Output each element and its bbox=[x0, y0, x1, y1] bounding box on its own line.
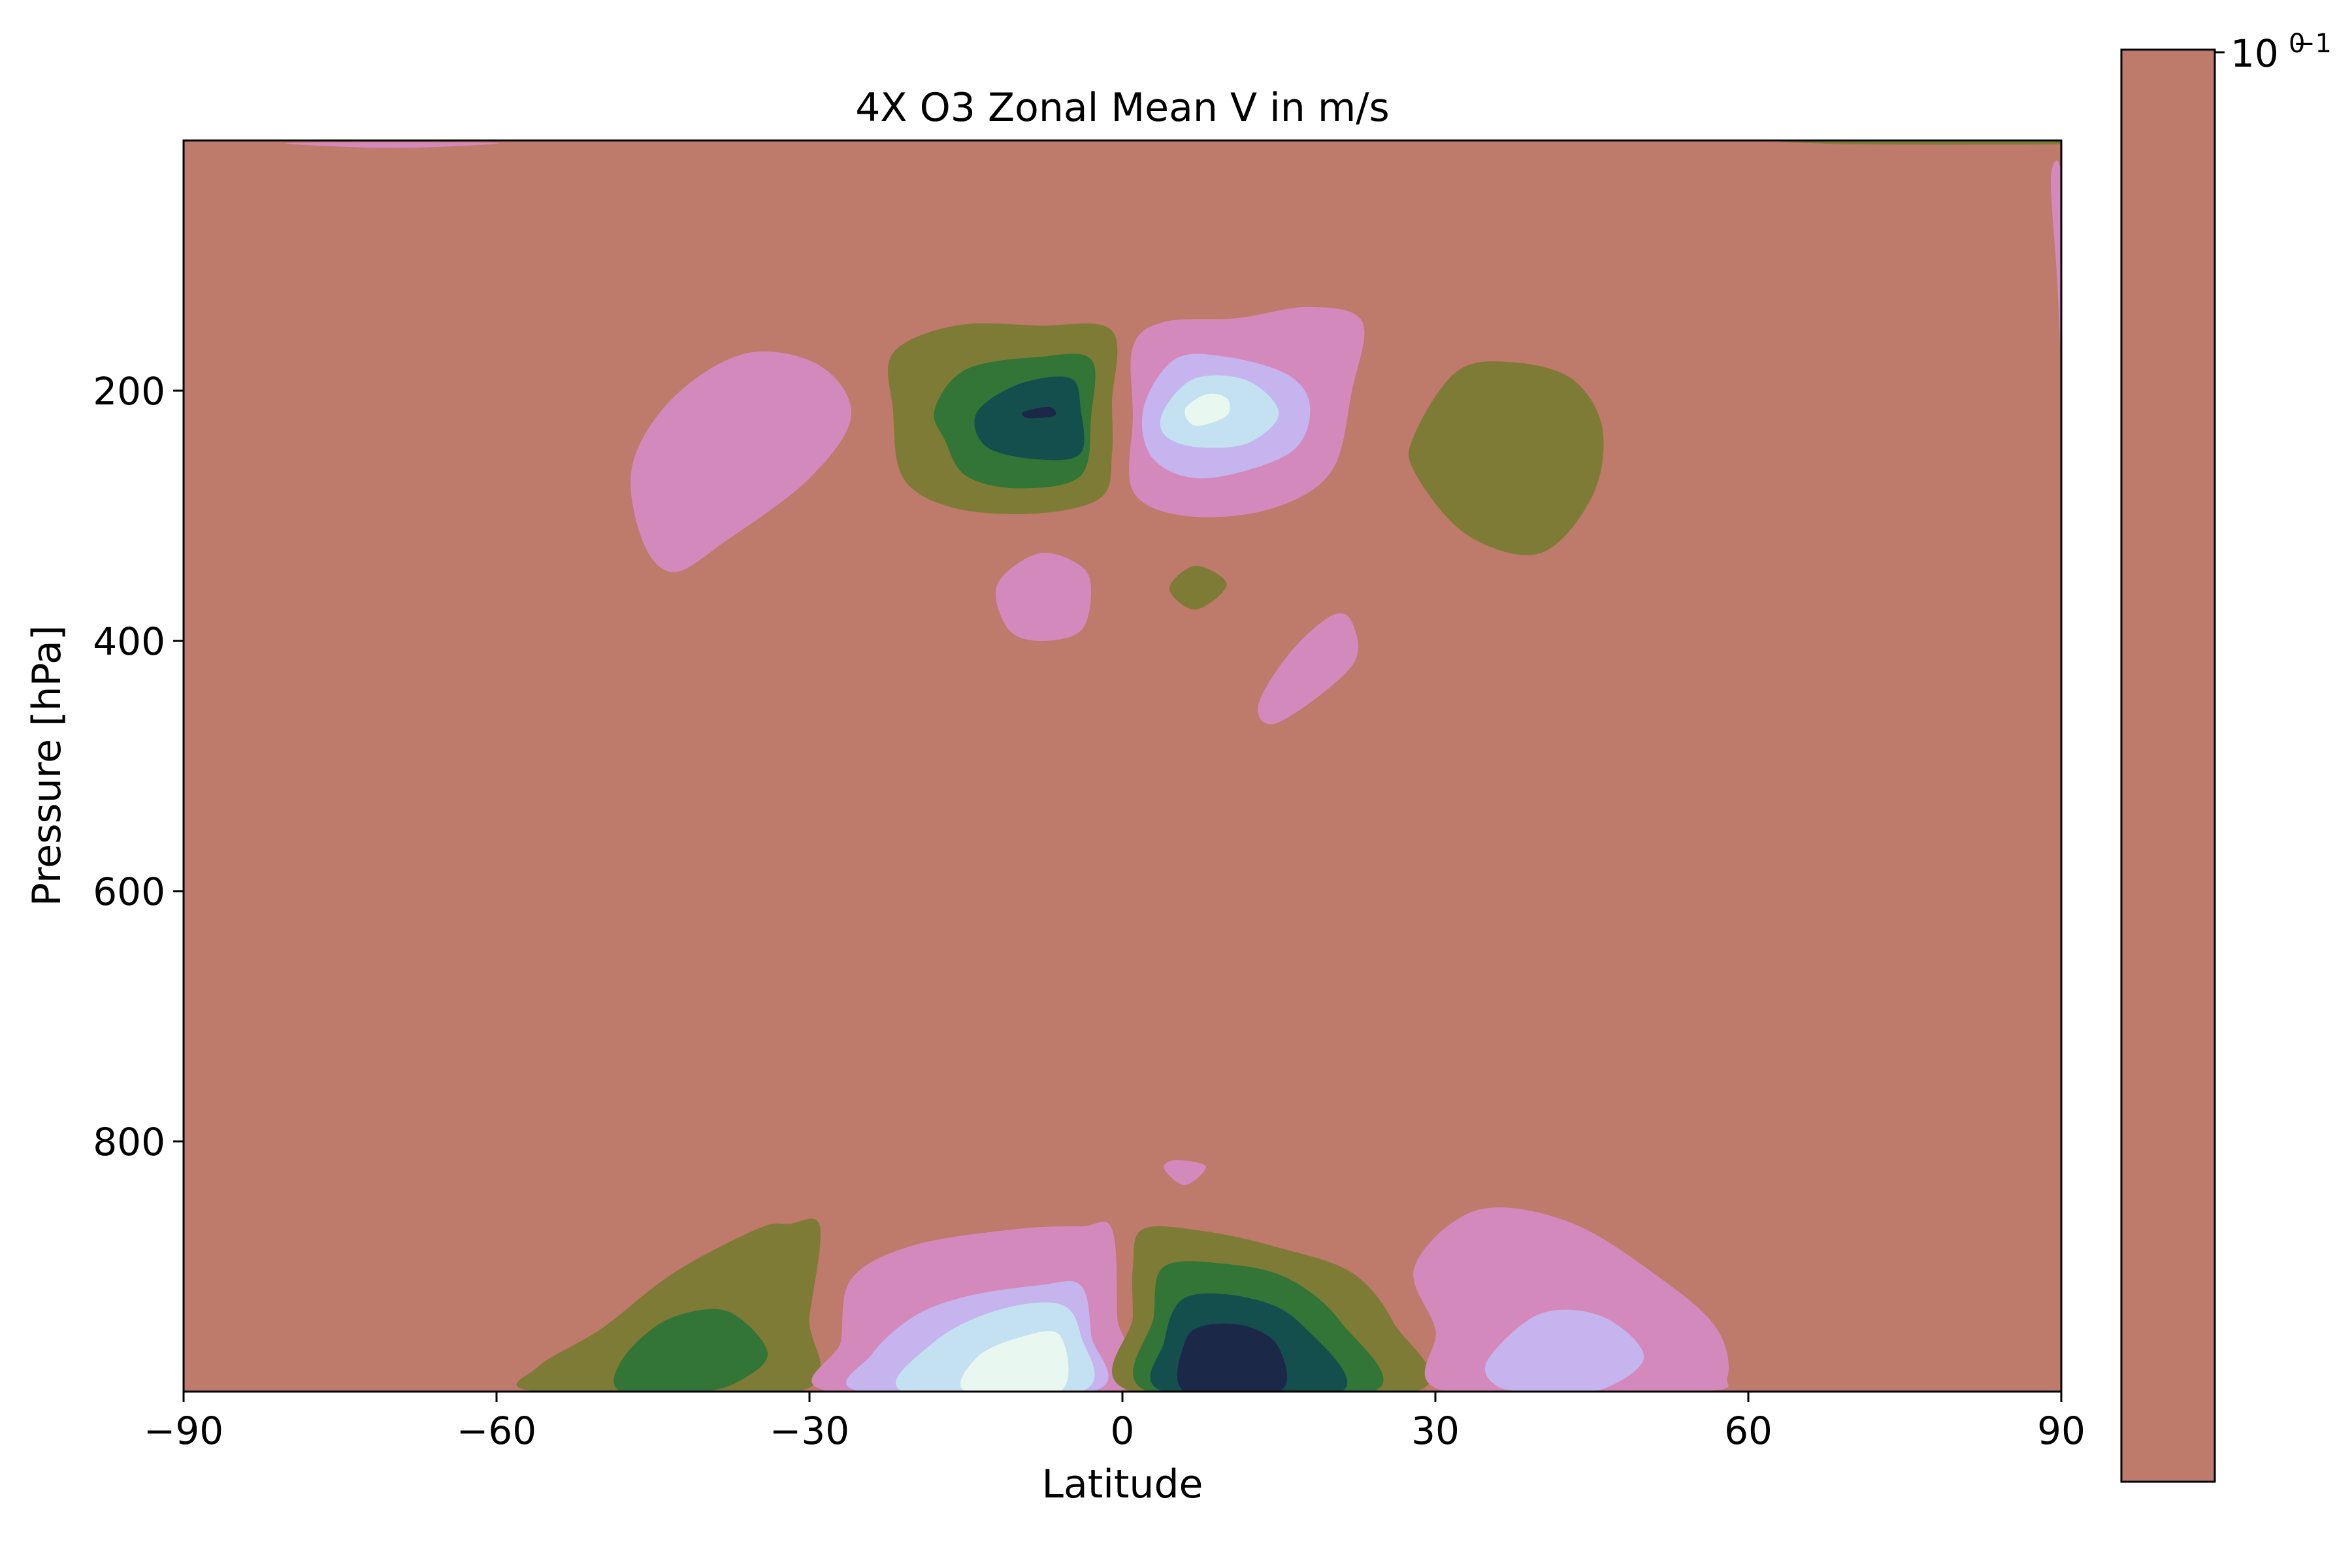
y-axis-ticks: 200 400 600 800 bbox=[93, 369, 184, 1164]
x-tick-label: 0 bbox=[1111, 1409, 1135, 1453]
contour-region-mint bbox=[960, 1331, 1069, 1392]
chart-title: 4X O3 Zonal Mean V in m/s bbox=[855, 85, 1390, 131]
x-tick-label: −30 bbox=[770, 1409, 849, 1453]
x-axis-ticks: −90 −60 −30 0 30 60 90 bbox=[144, 1392, 2085, 1453]
x-tick-label: −90 bbox=[144, 1409, 223, 1453]
contour-region-olive bbox=[1778, 140, 2061, 145]
contour-region-dark_teal bbox=[974, 376, 1085, 461]
contour-region-olive bbox=[1409, 361, 1604, 555]
x-tick-label: 30 bbox=[1411, 1409, 1460, 1453]
contour-region-navy bbox=[1022, 406, 1056, 419]
y-tick-label: 200 bbox=[93, 369, 165, 414]
x-axis-label: Latitude bbox=[1042, 1462, 1203, 1507]
contour-region-lavender bbox=[1484, 1309, 1644, 1392]
contour-region-pink bbox=[1413, 1207, 1729, 1392]
contour-region-olive bbox=[1169, 566, 1227, 610]
x-tick-label: 90 bbox=[2037, 1409, 2085, 1453]
y-tick-label: 800 bbox=[93, 1120, 165, 1164]
x-tick-label: 60 bbox=[1724, 1409, 1772, 1453]
contour-layer bbox=[286, 140, 2061, 1392]
contour-region-pink bbox=[995, 553, 1092, 642]
contour-region-pink bbox=[1258, 613, 1358, 725]
y-axis-label: Pressure [hPa] bbox=[24, 625, 70, 906]
colorbar-tick-labels: 10 0 −1 bbox=[2230, 29, 2332, 76]
contour-region-green bbox=[613, 1309, 768, 1392]
y-tick-label: 400 bbox=[93, 619, 165, 664]
colorbar-label-minus1: −1 bbox=[2293, 29, 2332, 59]
colorbar-label-10: 10 bbox=[2230, 31, 2279, 76]
contour-region-mint bbox=[1184, 393, 1230, 426]
contour-region-navy bbox=[1177, 1323, 1288, 1392]
contour-region-pink bbox=[2050, 160, 2061, 356]
plot-area bbox=[184, 140, 2061, 1392]
colorbar bbox=[2120, 48, 2216, 1483]
contour-region-pink bbox=[286, 142, 499, 148]
contour-region-pink bbox=[1164, 1160, 1206, 1186]
y-tick-label: 600 bbox=[93, 870, 165, 914]
contour-region-pink bbox=[630, 351, 852, 572]
colorbar-label-0: 0 bbox=[2289, 29, 2305, 59]
x-tick-label: −60 bbox=[457, 1409, 536, 1453]
